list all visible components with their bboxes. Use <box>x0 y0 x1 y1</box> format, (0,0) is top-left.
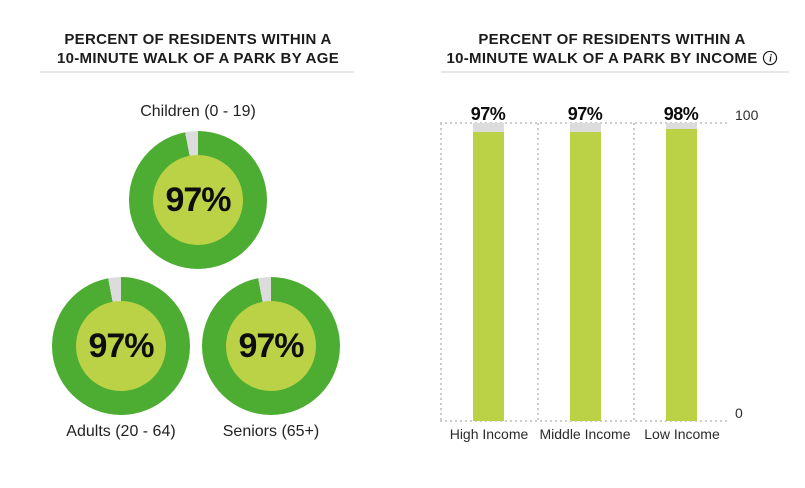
age-title-line1: PERCENT OF RESIDENTS WITHIN A <box>64 31 332 48</box>
age-panel-divider <box>40 71 354 73</box>
donut-label-children: Children (0 - 19) <box>140 103 256 120</box>
bar-value-low: 98% <box>663 104 699 124</box>
donut-label-seniors: Seniors (65+) <box>222 423 320 440</box>
y-axis-min-label: 0 <box>735 405 743 421</box>
bar-value-middle: 97% <box>567 104 603 124</box>
donut-chart-children: 97% <box>129 131 267 269</box>
bar-low-income <box>666 123 697 421</box>
svg-text:i: i <box>769 53 772 64</box>
donut-value-seniors: 97% <box>238 326 304 365</box>
category-label-high: High Income <box>449 426 529 442</box>
donut-hole: 97% <box>153 155 243 245</box>
bar-fill <box>666 128 697 421</box>
info-icon[interactable]: i <box>762 50 778 66</box>
bar-fill <box>570 131 601 421</box>
bar-middle-income <box>570 123 601 421</box>
gridline-col-1 <box>440 123 442 422</box>
donut-hole: 97% <box>76 301 166 391</box>
category-label-middle: Middle Income <box>539 426 631 442</box>
bar-value-high: 97% <box>470 104 506 124</box>
income-title-line2-row: 10-MINUTE WALK OF A PARK BY INCOME i <box>434 49 790 68</box>
y-axis-max-label: 100 <box>735 107 759 123</box>
donut-value-children: 97% <box>165 180 231 219</box>
gridline-col-2 <box>537 123 539 422</box>
gridline-col-3 <box>633 123 635 422</box>
income-title-line1: PERCENT OF RESIDENTS WITHIN A <box>478 31 746 48</box>
category-label-low: Low Income <box>644 426 720 442</box>
bar-fill <box>473 131 504 421</box>
age-panel-title: PERCENT OF RESIDENTS WITHIN A 10-MINUTE … <box>40 30 356 68</box>
donut-hole: 97% <box>226 301 316 391</box>
donut-chart-adults: 97% <box>52 277 190 415</box>
donut-label-adults: Adults (20 - 64) <box>66 423 176 440</box>
bar-high-income <box>473 123 504 421</box>
donut-value-adults: 97% <box>88 326 154 365</box>
income-title-line2: 10-MINUTE WALK OF A PARK BY INCOME <box>446 50 758 67</box>
income-panel-title: PERCENT OF RESIDENTS WITHIN A 10-MINUTE … <box>434 30 790 68</box>
income-panel-divider <box>441 71 789 73</box>
gridline-0 <box>440 420 730 422</box>
age-title-line2: 10-MINUTE WALK OF A PARK BY AGE <box>56 50 340 67</box>
donut-chart-seniors: 97% <box>202 277 340 415</box>
